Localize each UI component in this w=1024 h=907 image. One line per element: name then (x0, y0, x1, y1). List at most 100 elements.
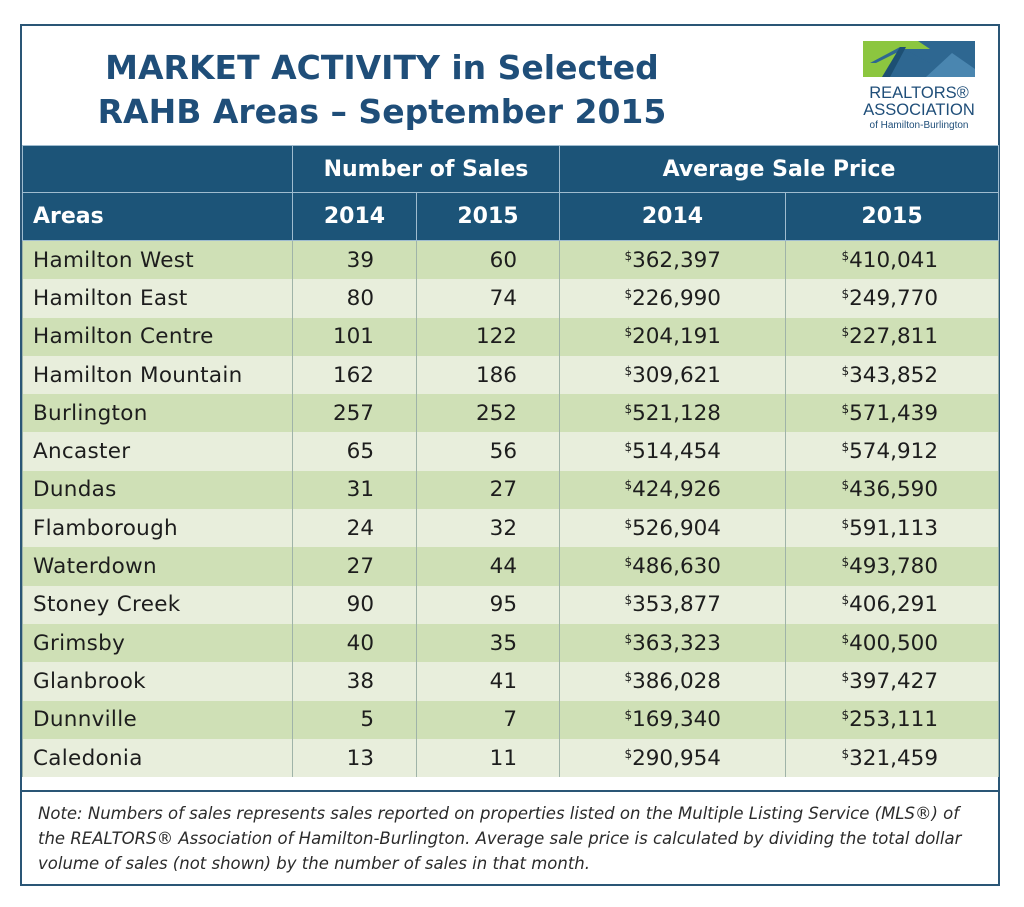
price-2014-cell-value: 362,397 (632, 247, 721, 273)
sales-2014-cell-value: 27 (346, 554, 374, 580)
sales-2015-cell: 11 (416, 738, 560, 778)
sales-2015-cell-value: 7 (503, 707, 517, 733)
currency-symbol: $ (841, 478, 850, 493)
area-name-cell: Glanbrook (22, 662, 293, 701)
header: MARKET ACTIVITY in Selected RAHB Areas –… (22, 26, 998, 145)
table-row: Ancaster 65 56 $514,454 $574,912 (22, 432, 1000, 471)
table-body: Hamilton West 39 60 $362,397 $410,041 Hamilto… (22, 240, 1000, 778)
sales-2015-cell: 252 (416, 394, 560, 433)
sales-2014-cell-value: 38 (346, 668, 374, 694)
area-name-cell: Hamilton East (22, 279, 293, 318)
sales-2015-cell-value: 60 (489, 247, 517, 273)
table-row: Flamborough 24 32 $526,904 $591,113 (22, 509, 1000, 548)
currency-symbol: $ (841, 325, 850, 340)
sales-2015-cell: 32 (416, 509, 560, 548)
sales-2015-cell-value: 95 (489, 592, 517, 618)
currency-symbol: $ (624, 440, 633, 455)
currency-symbol: $ (841, 440, 850, 455)
sales-2014-cell-value: 39 (346, 247, 374, 273)
table-row: Hamilton East 80 74 $226,990 $249,770 (22, 279, 1000, 318)
sales-2015-cell: 60 (416, 240, 560, 280)
sales-2014-cell-value: 80 (346, 285, 374, 311)
group-header-sales: Number of Sales (292, 145, 560, 193)
title-line-1: MARKET ACTIVITY in Selected (105, 48, 659, 87)
price-2015-cell-value: 253,111 (849, 707, 939, 733)
currency-symbol: $ (841, 516, 850, 531)
price-2015-cell: $571,439 (784, 394, 1000, 433)
sales-2015-cell-value: 44 (489, 554, 517, 580)
area-name-cell-value: Burlington (33, 400, 148, 426)
sales-2015-cell-value: 122 (475, 324, 517, 350)
area-name-cell-value: Ancaster (33, 439, 131, 465)
price-2014-cell-value: 226,990 (632, 285, 721, 311)
area-name-cell-value: Hamilton West (33, 247, 195, 273)
price-2015-cell-value: 574,912 (849, 439, 939, 465)
table-row: Stoney Creek 90 95 $353,877 $406,291 (22, 585, 1000, 624)
area-name-cell-value: Flamborough (33, 515, 178, 541)
footnote: Note: Numbers of sales represents sales … (22, 790, 998, 886)
sales-2015-cell: 56 (416, 432, 560, 471)
sales-2015-cell: 7 (416, 700, 560, 739)
sales-2014-cell: 24 (292, 509, 417, 548)
area-name-cell: Hamilton Centre (22, 317, 293, 356)
currency-symbol: $ (624, 401, 633, 416)
area-name-cell-value: Waterdown (33, 554, 157, 580)
currency-symbol: $ (624, 363, 633, 378)
area-name-cell: Caledonia (22, 738, 293, 778)
currency-symbol: $ (841, 555, 850, 570)
area-name-cell: Hamilton West (22, 240, 293, 280)
area-name-cell: Dundas (22, 470, 293, 510)
area-name-cell: Hamilton Mountain (22, 355, 293, 395)
sales-2014-cell-value: 162 (332, 362, 374, 388)
sales-2015-cell-value: 56 (489, 439, 517, 465)
currency-symbol: $ (841, 286, 850, 301)
sales-2014-cell: 101 (292, 317, 417, 356)
price-2015-cell: $343,852 (784, 355, 1000, 395)
price-2014-cell: $290,954 (559, 738, 786, 778)
price-2014-cell: $363,323 (559, 623, 786, 663)
currency-symbol: $ (624, 516, 633, 531)
sales-2014-cell-value: 31 (346, 477, 374, 503)
area-name-cell: Dunnville (22, 700, 293, 739)
currency-symbol: $ (841, 669, 850, 684)
price-2015-cell: $406,291 (784, 585, 1000, 624)
price-2015-cell-value: 591,113 (849, 515, 939, 541)
sales-2014-cell-value: 13 (346, 745, 374, 771)
price-2015-cell: $591,113 (784, 509, 1000, 548)
price-2015-cell: $493,780 (784, 547, 1000, 586)
price-2014-cell: $309,621 (559, 355, 786, 395)
price-2015-cell: $227,811 (784, 317, 1000, 356)
table-row: Hamilton Mountain 162 186 $309,621 $343,852 (22, 355, 1000, 395)
price-2015-cell-value: 397,427 (849, 668, 939, 694)
sales-2014-cell: 80 (292, 279, 417, 318)
table-row: Glanbrook 38 41 $386,028 $397,427 (22, 662, 1000, 701)
price-2014-cell: $169,340 (559, 700, 786, 739)
sales-2015-cell: 95 (416, 585, 560, 624)
group-header-row: Number of Sales Average Sale Price (22, 145, 1000, 193)
currency-symbol: $ (841, 363, 850, 378)
price-2015-cell: $249,770 (784, 279, 1000, 318)
area-name-cell: Ancaster (22, 432, 293, 471)
price-2015-cell-value: 343,852 (849, 362, 939, 388)
group-header-price: Average Sale Price (558, 145, 1000, 193)
currency-symbol: $ (841, 248, 850, 263)
currency-symbol: $ (624, 555, 633, 570)
price-2014-cell: $226,990 (559, 279, 786, 318)
area-name-cell: Grimsby (22, 623, 293, 663)
price-2014-cell-value: 204,191 (632, 324, 721, 350)
currency-symbol: $ (841, 746, 850, 761)
currency-symbol: $ (624, 248, 633, 263)
footnote-text: Note: Numbers of sales represents sales … (38, 804, 962, 873)
price-2014-cell-value: 486,630 (632, 554, 721, 580)
area-name-cell-value: Hamilton East (33, 285, 188, 311)
table-row: Dunnville 5 7 $169,340 $253,111 (22, 700, 1000, 739)
sales-2014-cell-value: 65 (346, 439, 374, 465)
currency-symbol: $ (841, 401, 850, 416)
sales-2015-cell-value: 35 (489, 630, 517, 656)
sales-2014-cell-value: 5 (360, 707, 374, 733)
currency-symbol: $ (624, 631, 633, 646)
table-row: Dundas 31 27 $424,926 $436,590 (22, 470, 1000, 510)
logo-text: REALTORS® ASSOCIATION of Hamilton-Burlin… (860, 85, 978, 132)
sales-2014-cell-value: 257 (332, 400, 374, 426)
price-2015-cell: $253,111 (784, 700, 1000, 739)
